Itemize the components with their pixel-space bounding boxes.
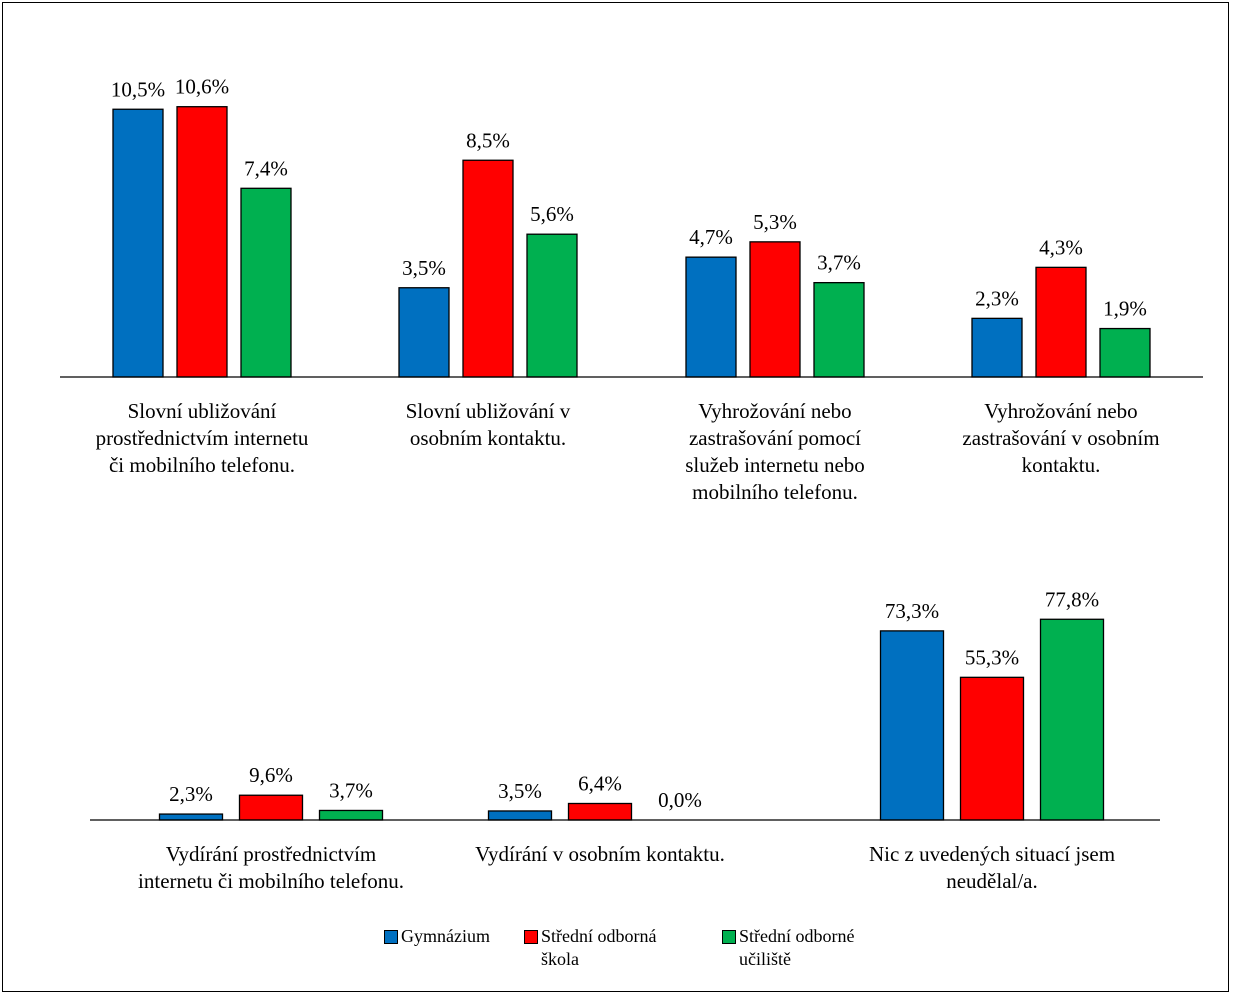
data-label: 5,6% — [530, 202, 574, 226]
data-label: 1,9% — [1103, 297, 1147, 321]
data-label: 3,5% — [498, 779, 542, 803]
bar — [879, 630, 945, 821]
legend-label: Gymnázium — [401, 926, 490, 946]
legend-swatch — [524, 930, 538, 944]
bar — [487, 810, 553, 821]
category-label: Vyhrožování nebo zastrašování v osobním … — [962, 399, 1160, 477]
bar — [685, 256, 737, 378]
legend-swatch — [722, 930, 736, 944]
data-label: 8,5% — [466, 128, 510, 152]
category-label: Slovní ubližování prostřednictvím intern… — [95, 399, 309, 477]
bar — [971, 317, 1023, 378]
bar — [959, 676, 1025, 821]
category-label: Slovní ubližování v osobním kontaktu. — [405, 399, 571, 450]
legend-swatch — [384, 930, 398, 944]
bar — [1099, 327, 1151, 378]
data-label: 3,5% — [402, 256, 446, 280]
data-label: 2,3% — [975, 286, 1019, 310]
data-label: 73,3% — [885, 599, 939, 623]
bar — [158, 813, 224, 821]
data-label: 10,6% — [175, 75, 229, 99]
data-label: 6,4% — [578, 771, 622, 795]
bar — [749, 241, 801, 378]
data-label: 3,7% — [817, 251, 861, 275]
data-label: 2,3% — [169, 782, 213, 806]
data-label: 5,3% — [753, 210, 797, 234]
data-label: 4,3% — [1039, 235, 1083, 259]
bar — [462, 159, 514, 378]
data-label: 9,6% — [249, 763, 293, 787]
category-label: Vyhrožování nebo zastrašování pomocí slu… — [685, 399, 865, 504]
data-label: 77,8% — [1045, 587, 1099, 611]
legend-item-stredni-odborna-skola: Střední odborná škola — [524, 925, 656, 971]
data-label: 7,4% — [244, 156, 288, 180]
bar — [526, 233, 578, 378]
bar — [240, 187, 292, 378]
data-label: 0,0% — [658, 788, 702, 812]
legend-label: Střední odborné učiliště — [739, 926, 855, 969]
bar — [398, 287, 450, 378]
data-label: 3,7% — [329, 778, 373, 802]
bar — [318, 809, 384, 821]
legend-item-gymnazium: Gymnázium — [384, 925, 490, 948]
category-label: Vydírání v osobním kontaktu. — [475, 842, 725, 866]
bar — [813, 281, 865, 378]
bar — [112, 108, 164, 378]
bar — [176, 106, 228, 378]
bar — [1039, 618, 1105, 821]
legend-item-stredni-odborne-uciliste: Střední odborné učiliště — [722, 925, 854, 971]
category-label: Nic z uvedených situací jsem neudělal/a. — [868, 842, 1116, 893]
data-label: 55,3% — [965, 645, 1019, 669]
bar — [1035, 266, 1087, 378]
bar — [238, 794, 304, 821]
legend-label: Střední odborná škola — [541, 926, 657, 969]
bar — [567, 802, 633, 821]
data-label: 10,5% — [111, 77, 165, 101]
data-label: 4,7% — [689, 225, 733, 249]
legend: Gymnázium Střední odborná škola Střední … — [0, 925, 1233, 975]
category-label: Vydírání prostřednictvím internetu či mo… — [138, 842, 404, 893]
